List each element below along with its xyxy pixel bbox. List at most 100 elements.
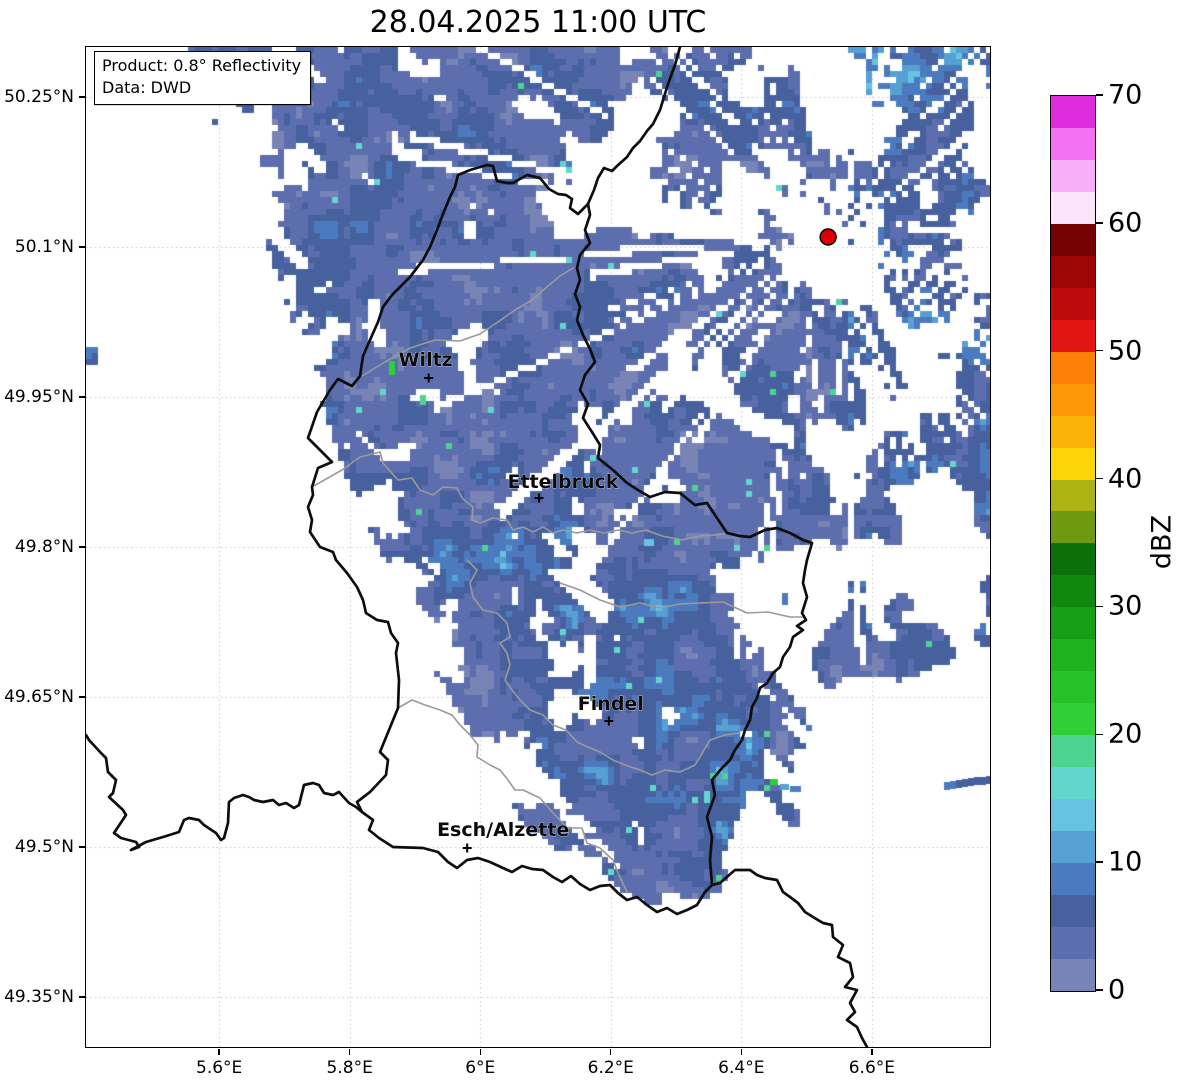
colorbar-step [1051, 799, 1095, 832]
border-luxembourg-south [360, 810, 714, 916]
colorbar-step [1051, 479, 1095, 512]
colorbar-step [1051, 159, 1095, 192]
city-plus-marker [604, 716, 614, 726]
figure-title: 28.04.2025 11:00 UTC [369, 5, 707, 40]
colorbar-step [1051, 191, 1095, 224]
district-border-line [361, 267, 574, 377]
x-tick-label: 5.8°E [326, 1058, 373, 1078]
colorbar-step [1051, 255, 1095, 288]
colorbar-step [1051, 223, 1095, 256]
colorbar-tick-label: 70 [1108, 79, 1143, 111]
colorbar [1050, 95, 1096, 992]
city-plus-marker [462, 843, 472, 853]
x-tick-mark [348, 1048, 351, 1055]
colorbar-step [1051, 639, 1095, 672]
x-tick-label: 6°E [465, 1058, 496, 1078]
colorbar-tick-label: 0 [1108, 974, 1126, 1006]
radar-site-dot [819, 228, 837, 246]
district-border-line [466, 559, 741, 776]
colorbar-tick-mark [1096, 605, 1103, 608]
radar-site-layer [819, 228, 837, 246]
x-tick-label: 6.4°E [718, 1058, 765, 1078]
colorbar-step [1051, 287, 1095, 320]
colorbar-step [1051, 895, 1095, 928]
colorbar-step [1051, 959, 1095, 991]
colorbar-step [1051, 543, 1095, 576]
colorbar-tick-label: 20 [1108, 718, 1143, 750]
y-tick-label: 49.35°N [4, 987, 74, 1007]
x-tick-mark [740, 1048, 742, 1055]
y-tick-label: 49.5°N [14, 837, 74, 857]
y-tick-mark [78, 846, 85, 848]
cities-layer: Wiltz Ettelbruck Findel Esch/Alzette [398, 349, 644, 853]
city-plus-marker [424, 373, 434, 383]
colorbar-tick-label: 30 [1108, 590, 1143, 622]
y-tick-mark [78, 546, 85, 548]
district-borders [311, 267, 803, 893]
district-border-line [397, 699, 628, 893]
colorbar-tick-mark [1096, 350, 1103, 352]
colorbar-step [1051, 671, 1095, 704]
colorbar-tick-mark [1096, 989, 1103, 991]
colorbar-tick-mark [1096, 861, 1103, 863]
city-label: Wiltz [399, 349, 453, 371]
city-marker-group: Ettelbruck [507, 471, 619, 503]
y-tick-mark [78, 246, 85, 248]
colorbar-step [1051, 127, 1095, 160]
colorbar-step [1051, 767, 1095, 800]
district-border-line [559, 582, 803, 618]
colorbar-step [1051, 511, 1095, 544]
x-tick-mark [610, 1048, 612, 1055]
colorbar-step [1051, 831, 1095, 864]
info-box-data-line: Data: DWD [102, 78, 192, 97]
colorbar-tick-mark [1096, 94, 1103, 96]
info-box: Product: 0.8° Reflectivity Data: DWD [94, 51, 312, 105]
border-luxembourg-west [306, 163, 590, 814]
city-marker-group: Findel [578, 693, 644, 726]
y-tick-label: 50.25°N [4, 87, 74, 107]
y-tick-label: 49.8°N [14, 537, 74, 557]
colorbar-step [1051, 735, 1095, 768]
radar-echo-canvas [86, 47, 990, 1047]
city-plus-marker [534, 493, 544, 503]
city-label: Ettelbruck [508, 471, 619, 493]
colorbar-tick-mark [1096, 222, 1103, 224]
country-borders [86, 47, 869, 1047]
colorbar-tick-label: 60 [1108, 207, 1143, 239]
border-belgium-france [86, 733, 364, 852]
x-tick-mark [218, 1048, 220, 1055]
city-marker-group: Wiltz [398, 349, 453, 383]
colorbar-step [1051, 607, 1095, 640]
district-border-line [311, 451, 728, 541]
city-label: Esch/Alzette [437, 819, 569, 841]
border-belgium-germany [586, 47, 682, 206]
x-tick-label: 5.6°E [196, 1058, 243, 1078]
colorbar-step [1051, 703, 1095, 736]
x-tick-mark [479, 1048, 481, 1055]
y-tick-mark [78, 96, 85, 98]
colorbar-tick-label: 10 [1108, 846, 1143, 878]
colorbar-step [1051, 415, 1095, 448]
border-france-germany [710, 868, 869, 1047]
map-overlay: Wiltz Ettelbruck Findel Esch/Alzette [86, 47, 869, 1047]
y-tick-label: 50.1°N [14, 237, 74, 257]
colorbar-tick-mark [1096, 733, 1103, 735]
colorbar-tick-label: 40 [1108, 463, 1143, 495]
colorbar-step [1051, 351, 1095, 384]
colorbar-tick-label: 50 [1108, 335, 1143, 367]
colorbar-step [1051, 863, 1095, 896]
colorbar-step [1051, 95, 1095, 128]
y-tick-label: 49.95°N [4, 387, 74, 407]
info-box-product-line: Product: 0.8° Reflectivity [102, 56, 302, 75]
x-tick-label: 6.2°E [587, 1058, 634, 1078]
y-tick-mark [78, 996, 85, 998]
colorbar-tick-mark [1096, 477, 1103, 480]
y-tick-label: 49.65°N [4, 687, 74, 707]
colorbar-axis-label: dBZ [1146, 514, 1178, 570]
x-tick-mark [871, 1048, 873, 1055]
colorbar-step [1051, 319, 1095, 352]
y-tick-mark [78, 696, 85, 698]
city-label: Findel [578, 693, 644, 715]
colorbar-step [1051, 927, 1095, 960]
